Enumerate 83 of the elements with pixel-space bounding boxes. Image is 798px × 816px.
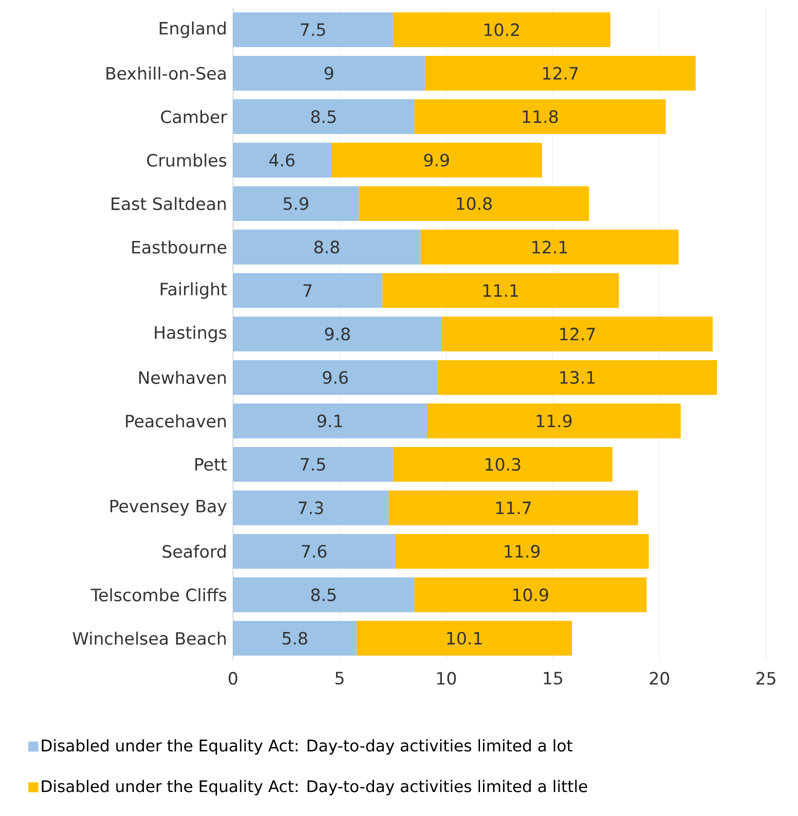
bar — [388, 490, 638, 526]
data-label: 12.7 — [560, 328, 595, 340]
data-label: 9.9 — [424, 154, 449, 167]
bar — [420, 230, 679, 264]
bar — [233, 316, 442, 352]
bar — [395, 534, 649, 569]
y-tick-label: Pevensey Bay — [110, 500, 227, 516]
data-label: 11.9 — [536, 414, 572, 428]
data-label: 7.6 — [302, 544, 326, 558]
data-label: 5.8 — [282, 632, 308, 645]
bar — [427, 404, 681, 438]
data-label: 7.5 — [300, 458, 325, 471]
x-tick-label: 15 — [544, 672, 562, 685]
data-label: 8.5 — [311, 110, 336, 124]
x-tick-label: 0 — [228, 672, 238, 685]
bar — [424, 56, 696, 91]
y-tick-label: Crumbles — [147, 154, 226, 167]
data-label: 10.8 — [456, 197, 492, 210]
y-tick-label: East Saltdean — [112, 197, 226, 210]
x-tick-label: 10 — [437, 672, 456, 685]
x-tick-label: 20 — [650, 672, 670, 685]
data-label: 12.1 — [532, 240, 567, 254]
legend-label: Disabled under the Equality Act: Day-to-day activities limited a lot — [42, 739, 572, 755]
bar — [382, 273, 619, 308]
bar — [438, 360, 717, 395]
data-label: 8.5 — [311, 588, 336, 602]
y-tick-label: Pett — [195, 458, 227, 471]
bar — [233, 404, 428, 438]
bar — [358, 186, 590, 221]
y-tick-label: Peacehaven — [126, 414, 226, 428]
y-tick-label: Telscombe Cliffs — [90, 588, 226, 602]
y-tick-label: England — [160, 22, 226, 38]
bar — [331, 142, 542, 178]
data-label: 8.8 — [314, 240, 340, 254]
bar — [414, 577, 647, 612]
data-label: 9.8 — [325, 328, 350, 340]
data-label: 10.1 — [447, 632, 482, 645]
bar — [356, 620, 572, 656]
data-label: 9 — [324, 66, 334, 80]
bar — [233, 230, 421, 264]
bar — [233, 620, 357, 656]
data-label: 10.9 — [513, 588, 548, 602]
bar — [233, 577, 414, 612]
data-label: 9.6 — [322, 371, 348, 384]
y-tick-label: Eastbourne — [132, 240, 226, 254]
bar — [233, 99, 414, 134]
bar — [233, 12, 393, 48]
bar — [233, 490, 389, 526]
y-tick-label: Camber — [161, 110, 228, 124]
x-tick-label: 5 — [336, 672, 344, 685]
bar — [233, 186, 359, 221]
data-label: 9.1 — [318, 414, 342, 428]
data-label: 10.2 — [484, 23, 519, 36]
data-label: 4.6 — [269, 154, 294, 167]
bar — [233, 56, 425, 91]
bar — [414, 99, 666, 134]
bar — [233, 447, 393, 482]
y-tick-label: Winchelsea Beach — [72, 632, 226, 645]
data-label: 5.9 — [284, 197, 308, 210]
y-tick-label: Newhaven — [139, 370, 226, 384]
bar — [233, 142, 332, 178]
data-label: 11.8 — [522, 110, 558, 124]
data-label: 7.3 — [298, 501, 323, 514]
data-label: 10.3 — [486, 458, 520, 471]
data-label: 11.9 — [504, 544, 540, 558]
bar — [233, 534, 396, 569]
bar — [233, 273, 382, 308]
legend-label: Disabled under the Equality Act: Day-to-day activities limited a little — [42, 780, 588, 796]
data-label: 11.1 — [484, 284, 518, 297]
y-tick-label: Fairlight — [160, 282, 227, 299]
y-tick-label: Seaford — [162, 544, 226, 558]
y-tick-label: Hastings — [154, 326, 226, 342]
data-label: 7.5 — [300, 23, 325, 36]
data-label: 13.1 — [560, 371, 595, 384]
y-tick-label: Bexhill-on-Sea — [106, 66, 226, 80]
x-tick-label: 25 — [756, 672, 776, 685]
bar — [233, 360, 438, 395]
data-label: 7 — [304, 284, 312, 297]
bar — [392, 12, 610, 48]
bar — [392, 447, 612, 482]
data-label: 12.7 — [543, 66, 578, 80]
bar — [442, 316, 713, 352]
data-label: 11.7 — [496, 502, 531, 514]
